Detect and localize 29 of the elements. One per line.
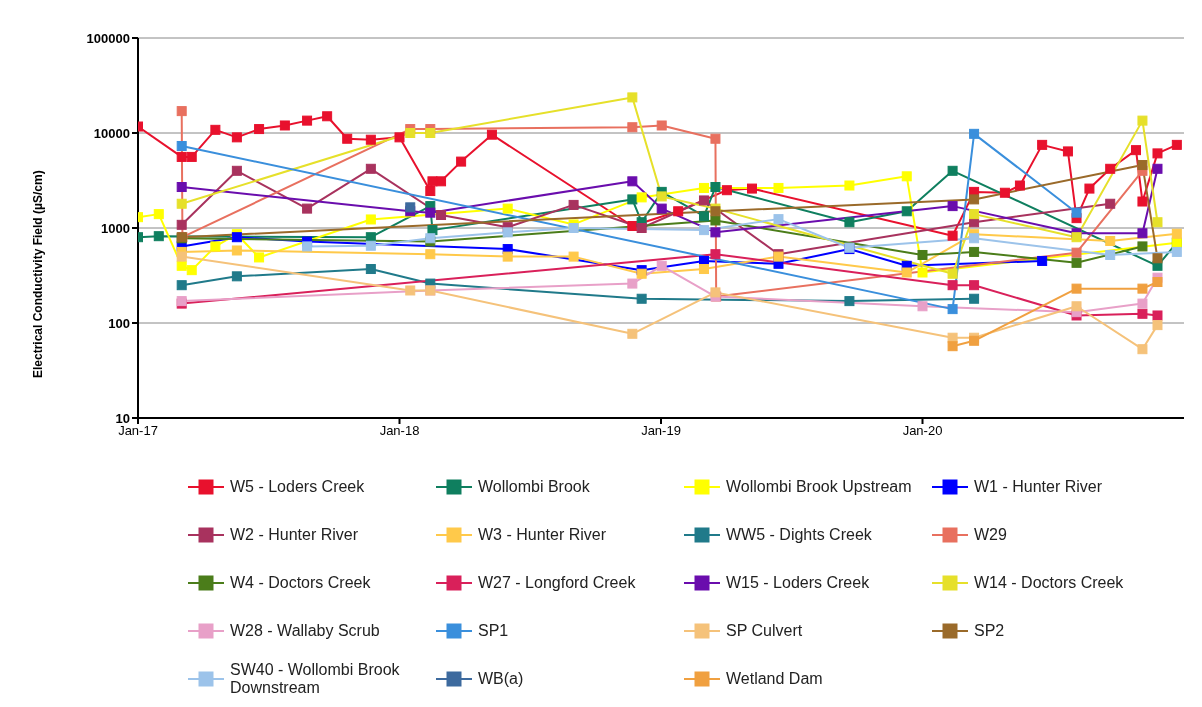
- x-tick-label: Jan-17: [118, 423, 158, 439]
- legend-label: WW5 - Dights Creek: [726, 526, 872, 544]
- y-tick-label: 100: [108, 315, 130, 331]
- legend-label: W2 - Hunter River: [230, 526, 359, 544]
- x-tick-label: Jan-18: [379, 423, 420, 439]
- legend-label: SW40 - Wollombi Brook Downstream: [230, 661, 401, 697]
- legend-label: Wetland Dam: [726, 670, 823, 688]
- legend-label: W28 - Wallaby Scrub: [230, 622, 380, 640]
- y-tick-label: 100000: [86, 30, 130, 46]
- legend-label: W14 - Doctors Creek: [974, 574, 1124, 592]
- legend-label: W4 - Doctors Creek: [230, 574, 371, 592]
- legend-label: Wollombi Brook: [478, 478, 590, 496]
- legend-label: W3 - Hunter River: [478, 526, 607, 544]
- legend-label: W5 - Loders Creek: [230, 478, 365, 496]
- y-tick-label: 10: [115, 410, 130, 426]
- legend-label: W27 - Longford Creek: [478, 574, 636, 592]
- legend-label: W1 - Hunter River: [974, 478, 1103, 496]
- y-axis-title: Electrical Conductivity Field (µS/cm): [31, 170, 46, 378]
- y-tick-label: 10000: [93, 125, 130, 141]
- y-tick-label: 1000: [101, 220, 130, 236]
- legend-label: WB(a): [478, 670, 524, 688]
- legend-label: Wollombi Brook Upstream: [726, 478, 912, 496]
- legend-label: W29: [974, 526, 1007, 544]
- x-tick-label: Jan-19: [641, 423, 681, 439]
- legend-label: SP1: [478, 622, 509, 640]
- legend-label: W15 - Loders Creek: [726, 574, 870, 592]
- legend-label: SP Culvert: [726, 622, 803, 640]
- legend-label: SP2: [974, 622, 1005, 640]
- x-tick-label: Jan-20: [902, 423, 943, 439]
